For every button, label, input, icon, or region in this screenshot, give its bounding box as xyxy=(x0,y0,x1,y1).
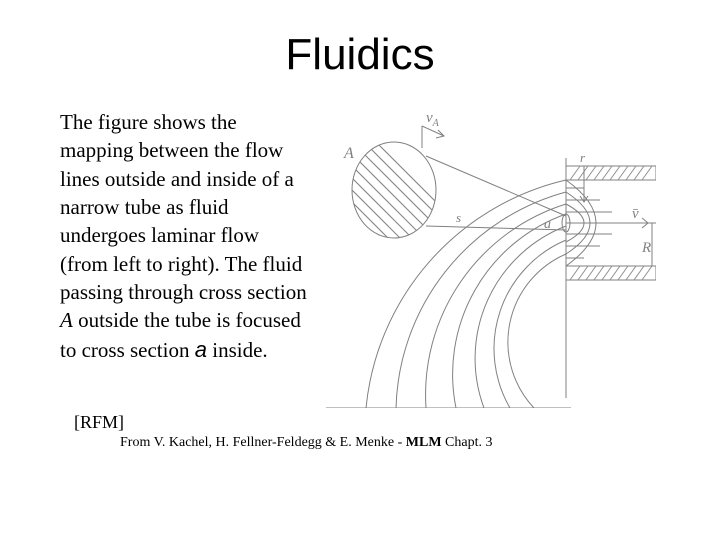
label-s: s xyxy=(456,210,461,225)
body-post: inside. xyxy=(207,338,268,362)
content-row: The figure shows the mapping between the… xyxy=(60,108,660,408)
citation: From V. Kachel, H. Fellner-Feldegg & E. … xyxy=(120,435,660,451)
body-paragraph: The figure shows the mapping between the… xyxy=(60,108,310,364)
reference-tag: [RFM] xyxy=(74,412,660,433)
fluidics-diagram: vA A s r a v̄ R xyxy=(326,108,656,408)
citation-bold: MLM xyxy=(406,435,442,450)
label-R: R xyxy=(641,240,651,256)
citation-post: Chapt. 3 xyxy=(442,435,493,450)
symbol-a: a xyxy=(195,337,207,362)
label-A: A xyxy=(343,145,354,162)
symbol-A: A xyxy=(60,308,73,332)
label-a: a xyxy=(544,217,551,232)
figure-container: vA A s r a v̄ R xyxy=(322,108,660,408)
body-pre: The figure shows the mapping between the… xyxy=(60,110,307,304)
citation-pre: From V. Kachel, H. Fellner-Feldegg & E. … xyxy=(120,435,406,450)
slide: Fluidics The figure shows the mapping be… xyxy=(0,0,720,540)
label-v: v̄ xyxy=(632,206,639,222)
page-title: Fluidics xyxy=(60,30,660,80)
